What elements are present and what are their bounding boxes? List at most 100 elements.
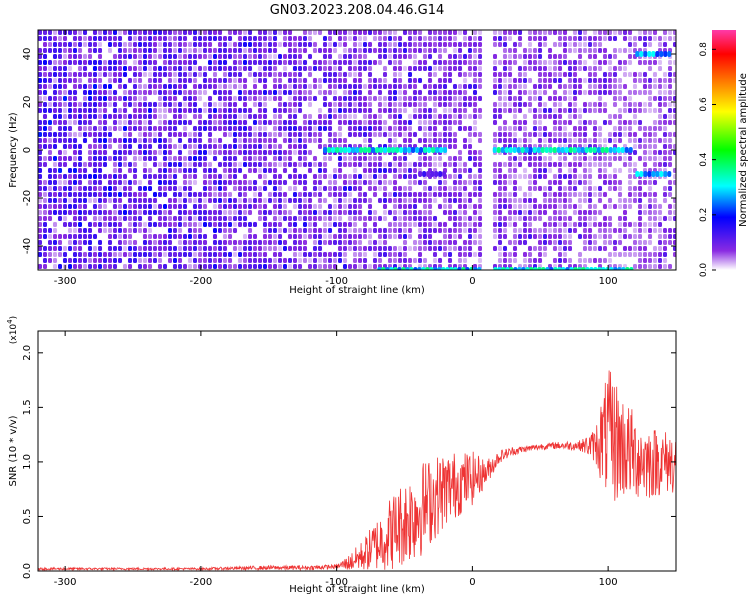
spectrogram-feature-cell — [569, 267, 574, 270]
spectrogram-cell — [513, 126, 517, 131]
spectrogram-cell — [268, 72, 272, 77]
spectrogram-cell — [58, 30, 62, 35]
spectrogram-cell — [603, 78, 607, 83]
spectrogram-cell — [268, 192, 272, 197]
spectrogram-cell — [198, 246, 202, 251]
spectrogram-cell — [43, 54, 47, 59]
spectrogram-cell — [98, 48, 102, 53]
spectrogram-cell — [88, 54, 92, 59]
snr-y-multiplier-exponent: 4 — [6, 319, 14, 324]
spectrogram-cell — [463, 204, 467, 209]
spectrogram-cell — [368, 72, 372, 77]
spectrogram-cell — [493, 174, 497, 179]
spectrogram-cell — [38, 120, 42, 125]
spectrogram-cell — [588, 234, 592, 239]
spectrogram-cell — [323, 96, 327, 101]
spectrogram-cell — [323, 228, 327, 233]
y-tick-label: 1.5 — [22, 399, 33, 415]
spectrogram-cell — [418, 192, 422, 197]
spectrogram-cell — [228, 156, 232, 161]
spectrogram-cell — [118, 48, 122, 53]
spectrogram-cell — [88, 240, 92, 245]
spectrogram-cell — [168, 198, 172, 203]
spectrogram-cell — [208, 216, 212, 221]
spectrogram-cell — [208, 210, 212, 215]
spectrogram-cell — [303, 204, 307, 209]
spectrogram-cell — [143, 204, 147, 209]
spectrogram-cell — [153, 222, 157, 227]
spectrogram-cell — [478, 138, 482, 143]
spectrogram-cell — [438, 180, 442, 185]
spectrogram-cell — [438, 258, 442, 263]
spectrogram-cell — [593, 36, 597, 41]
spectrogram-cell — [663, 252, 667, 257]
spectrogram-cell — [518, 30, 522, 35]
spectrogram-cell — [318, 252, 322, 257]
spectrogram-cell — [58, 246, 62, 251]
spectrogram-cell — [393, 132, 397, 137]
spectrogram-cell — [98, 72, 102, 77]
spectrogram-cell — [63, 258, 67, 263]
spectrogram-cell — [423, 84, 427, 89]
spectrogram-cell — [88, 42, 92, 47]
spectrogram-cell — [648, 90, 652, 95]
spectrogram-cell — [418, 78, 422, 83]
spectrogram-cell — [118, 30, 122, 35]
spectrogram-cell — [238, 180, 242, 185]
spectrogram-cell — [228, 84, 232, 89]
spectrogram-cell — [113, 78, 117, 83]
spectrogram-cell — [598, 36, 602, 41]
spectrogram-cell — [83, 216, 87, 221]
spectrogram-cell — [668, 72, 672, 77]
spectrogram-cell — [668, 180, 672, 185]
spectrogram-feature-cell — [580, 147, 585, 153]
spectrogram-cell — [193, 180, 197, 185]
spectrogram-cell — [143, 252, 147, 257]
spectrogram-cell — [563, 186, 567, 191]
spectrogram-cell — [43, 210, 47, 215]
spectrogram-cell — [383, 84, 387, 89]
spectrogram-cell — [148, 54, 152, 59]
spectrogram-cell — [448, 60, 452, 65]
spectrogram-cell — [453, 240, 457, 245]
spectrogram-cell — [413, 84, 417, 89]
spectrogram-cell — [623, 66, 627, 71]
spectrogram-cell — [303, 162, 307, 167]
spectrogram-cell — [453, 30, 457, 35]
spectrogram-cell — [243, 234, 247, 239]
spectrogram-cell — [198, 72, 202, 77]
spectrogram-cell — [593, 84, 597, 89]
spectrogram-cell — [88, 162, 92, 167]
spectrogram-cell — [403, 42, 407, 47]
spectrogram-cell — [468, 42, 472, 47]
spectrogram-cell — [158, 138, 162, 143]
spectrogram-cell — [588, 84, 592, 89]
spectrogram-cell — [368, 180, 372, 185]
spectrogram-cell — [458, 150, 462, 155]
spectrogram-cell — [648, 66, 652, 71]
spectrogram-cell — [378, 126, 382, 131]
spectrogram-cell — [443, 246, 447, 251]
spectrogram-cell — [428, 72, 432, 77]
spectrogram-cell — [583, 126, 587, 131]
spectrogram-cell — [48, 48, 52, 53]
spectrogram-cell — [318, 114, 322, 119]
spectrogram-cell — [118, 252, 122, 257]
spectrogram-cell — [333, 210, 337, 215]
spectrogram-cell — [598, 66, 602, 71]
spectrogram-cell — [343, 192, 347, 197]
spectrogram-cell — [78, 48, 82, 53]
spectrogram-cell — [388, 30, 392, 35]
spectrogram-cell — [573, 90, 577, 95]
spectrogram-cell — [533, 132, 537, 137]
spectrogram-cell — [128, 120, 132, 125]
spectrogram-cell — [328, 210, 332, 215]
spectrogram-cell — [428, 192, 432, 197]
spectrogram-cell — [353, 102, 357, 107]
spectrogram-feature-cell — [477, 267, 482, 270]
spectrogram-cell — [533, 156, 537, 161]
spectrogram-cell — [183, 132, 187, 137]
spectrogram-cell — [658, 36, 662, 41]
spectrogram-cell — [613, 96, 617, 101]
spectrogram-feature-cell — [437, 267, 442, 270]
